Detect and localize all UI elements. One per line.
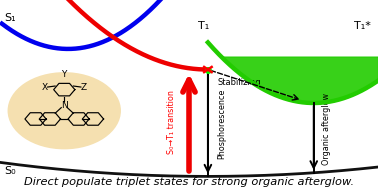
Text: Y: Y — [62, 70, 67, 79]
Text: X: X — [42, 83, 48, 92]
Text: S₀→T₁ transition: S₀→T₁ transition — [167, 90, 177, 154]
Text: Stabilizing: Stabilizing — [217, 78, 261, 87]
Text: Phosphorescence: Phosphorescence — [217, 88, 226, 159]
Text: T₁: T₁ — [198, 21, 210, 31]
Text: Organic afterglow: Organic afterglow — [322, 93, 331, 165]
Text: S₁: S₁ — [4, 13, 15, 23]
Circle shape — [8, 72, 121, 149]
Text: T₁*: T₁* — [355, 21, 371, 31]
Text: N: N — [61, 101, 68, 110]
Text: S₀: S₀ — [4, 166, 15, 177]
Text: Z: Z — [81, 83, 87, 92]
Text: Direct populate triplet states for strong organic afterglow.: Direct populate triplet states for stron… — [24, 177, 354, 187]
